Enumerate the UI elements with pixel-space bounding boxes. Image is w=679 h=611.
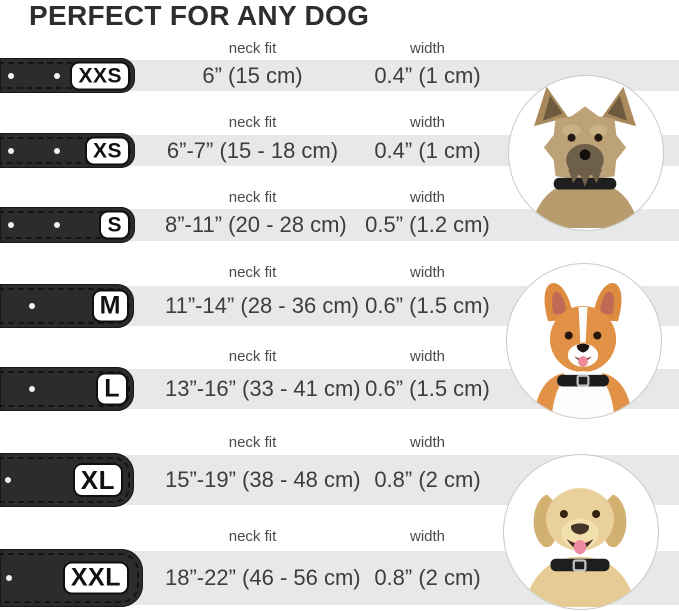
size-badge: L (96, 372, 128, 406)
collar-stitching (0, 62, 131, 89)
neck-fit-header: neck fit (228, 528, 277, 545)
neck-fit-value: 11”-14” (28 - 36 cm) (165, 293, 359, 318)
row-values: 6” (15 cm) 0.4” (1 cm) (0, 60, 679, 91)
collar-hole (5, 477, 11, 483)
collar-hole (6, 575, 12, 581)
neck-fit-header: neck fit (228, 114, 277, 131)
dog-photo-circle-medium (506, 263, 662, 419)
collar-strap: XS (0, 133, 135, 168)
collar-hole (54, 147, 60, 154)
size-badge: XXL (62, 561, 129, 595)
collar-hole (29, 303, 35, 309)
collar-stitching (0, 211, 131, 239)
collar-hole (54, 222, 60, 228)
neck-fit-header: neck fit (228, 348, 277, 365)
size-badge: S (99, 210, 130, 240)
width-header: width (409, 434, 446, 451)
collar-strap: L (0, 367, 134, 411)
width-value: 0.5” (1.2 cm) (365, 212, 490, 237)
width-value: 0.4” (1 cm) (374, 62, 481, 88)
neck-fit-value: 13”-16” (33 - 41 cm) (165, 376, 361, 401)
size-badge: XL (72, 463, 123, 497)
row-values: 13”-16” (33 - 41 cm) 0.6” (1.5 cm) (0, 369, 679, 409)
collar-strap: XXS (0, 58, 135, 93)
collar-strap: XL (0, 453, 134, 507)
column-headers: neck fit width (0, 114, 679, 132)
collar-hole (8, 72, 14, 79)
width-value: 0.6” (1.5 cm) (365, 376, 490, 401)
collar-hole (29, 386, 35, 392)
collar-strap: XXL (0, 549, 143, 607)
column-headers: neck fit width (0, 528, 679, 546)
row-values: 11”-14” (28 - 36 cm) 0.6” (1.5 cm) (0, 286, 679, 326)
column-headers: neck fit width (0, 434, 679, 452)
collar-stitching (0, 457, 130, 503)
row-values: 6”-7” (15 - 18 cm) 0.4” (1 cm) (0, 135, 679, 166)
width-value: 0.4” (1 cm) (374, 137, 481, 163)
size-badge: XS (84, 136, 130, 165)
neck-fit-value: 6”-7” (15 - 18 cm) (166, 137, 339, 163)
corgi-dog-photo (533, 282, 633, 416)
width-header: width (409, 528, 446, 545)
collar-strap: M (0, 284, 134, 328)
collar-stitching (0, 288, 130, 324)
size-badge: M (91, 289, 129, 323)
collar-hole (8, 222, 14, 228)
collar-strap: S (0, 207, 135, 243)
width-header: width (409, 40, 446, 57)
labrador-dog-photo (523, 488, 637, 607)
collar-hole (8, 147, 14, 154)
size-badge: XXS (70, 61, 130, 90)
row-values: 18”-22” (46 - 56 cm) 0.8” (2 cm) (0, 551, 679, 605)
width-header: width (409, 189, 446, 206)
width-value: 0.8” (2 cm) (374, 467, 481, 492)
neck-fit-header: neck fit (228, 189, 277, 206)
column-headers: neck fit width (0, 348, 679, 366)
dog-photo-circle-large (503, 454, 659, 610)
neck-fit-value: 18”-22” (46 - 56 cm) (165, 565, 361, 590)
collar-stitching (0, 371, 130, 407)
page-title: PERFECT FOR ANY DOG (29, 0, 370, 31)
column-headers: neck fit width (0, 189, 679, 207)
collar-hole (54, 72, 60, 79)
collar-stitching (0, 137, 131, 164)
width-header: width (409, 264, 446, 281)
width-header: width (409, 114, 446, 131)
neck-fit-value: 6” (15 cm) (202, 62, 303, 88)
neck-fit-header: neck fit (228, 40, 277, 57)
collar-stitching (0, 553, 139, 603)
column-headers: neck fit width (0, 264, 679, 282)
column-headers: neck fit width (0, 40, 679, 58)
width-header: width (409, 348, 446, 365)
width-value: 0.6” (1.5 cm) (365, 293, 490, 318)
neck-fit-value: 15”-19” (38 - 48 cm) (165, 467, 361, 492)
dog-photo-circle-small (508, 75, 664, 231)
row-values: 15”-19” (38 - 48 cm) 0.8” (2 cm) (0, 455, 679, 505)
neck-fit-header: neck fit (228, 264, 277, 281)
neck-fit-value: 8”-11” (20 - 28 cm) (165, 212, 347, 237)
neck-fit-header: neck fit (228, 434, 277, 451)
terrier-dog-photo (530, 86, 640, 228)
row-values: 8”-11” (20 - 28 cm) 0.5” (1.2 cm) (0, 209, 679, 241)
width-value: 0.8” (2 cm) (374, 565, 481, 590)
